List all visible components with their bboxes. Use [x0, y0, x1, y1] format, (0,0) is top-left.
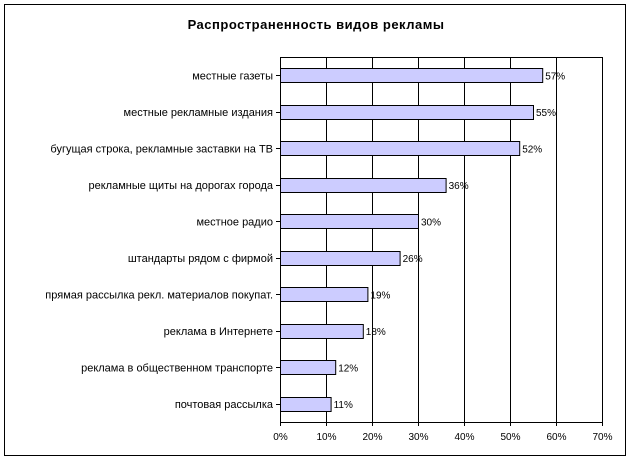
plot-area — [280, 57, 603, 423]
bar — [280, 68, 544, 83]
bar — [280, 287, 369, 302]
x-tick-label: 50% — [500, 432, 520, 443]
data-label: 11% — [334, 400, 353, 411]
x-tick-label: 0% — [273, 432, 288, 443]
bar — [280, 397, 332, 412]
data-label: 18% — [366, 327, 386, 338]
category-label: реклама в общественном транспорте — [81, 362, 273, 374]
bar — [280, 324, 364, 339]
data-label: 36% — [449, 181, 469, 192]
data-label: 19% — [370, 290, 390, 301]
data-label: 12% — [338, 363, 358, 374]
category-label: рекламные щиты на дорогах города — [88, 180, 273, 192]
data-label: 30% — [421, 217, 441, 228]
category-label: местное радио — [196, 216, 273, 228]
category-label: штандарты рядом с фирмой — [128, 253, 273, 265]
category-label: реклама в Интернете — [164, 326, 273, 338]
bar — [280, 251, 401, 266]
x-tick-label: 30% — [408, 432, 428, 443]
category-label: местные рекламные издания — [124, 107, 273, 119]
x-tick-label: 70% — [592, 432, 612, 443]
category-label: прямая рассылка рекл. материалов покупат… — [45, 289, 273, 301]
bar — [280, 214, 419, 229]
data-label: 55% — [536, 108, 556, 119]
bar — [280, 141, 521, 156]
category-label: местные газеты — [192, 70, 273, 82]
x-tick-label: 10% — [316, 432, 336, 443]
data-label: 57% — [545, 71, 565, 82]
bar — [280, 105, 534, 120]
x-tick-label: 60% — [546, 432, 566, 443]
x-tick-label: 40% — [454, 432, 474, 443]
x-tick-label: 20% — [362, 432, 382, 443]
chart-title: Распространенность видов рекламы — [187, 17, 445, 32]
data-label: 52% — [522, 144, 542, 155]
bar — [280, 178, 447, 193]
bar — [280, 360, 337, 375]
category-label: почтовая рассылка — [175, 399, 274, 411]
data-label: 26% — [403, 254, 423, 265]
category-label: бугущая строка, рекламные заставки на ТВ — [50, 143, 273, 155]
